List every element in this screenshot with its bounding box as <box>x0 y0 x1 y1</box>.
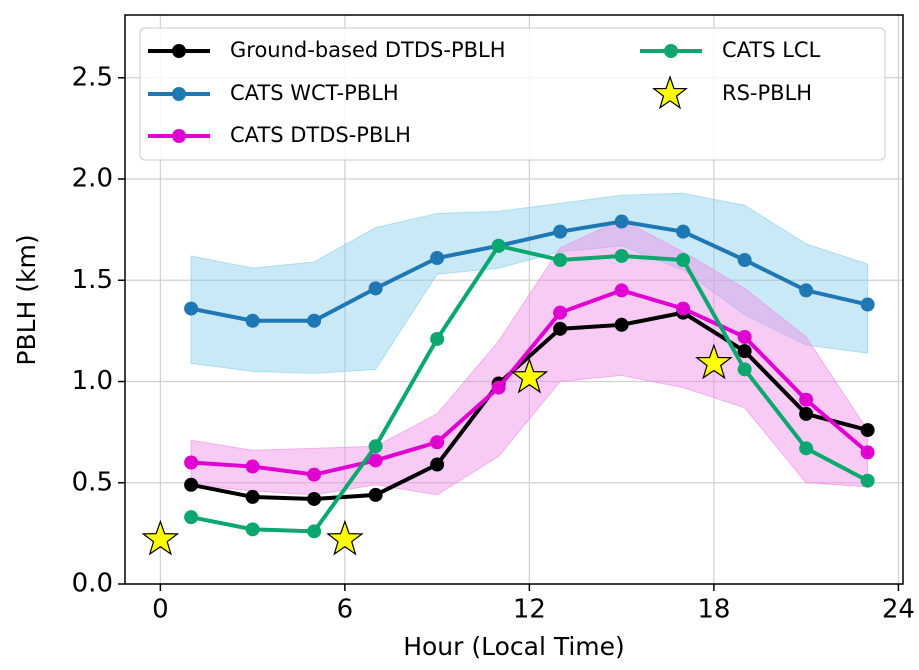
legend-label: RS-PBLH <box>722 81 812 105</box>
legend-box <box>139 27 886 161</box>
y-axis-label: PBLH (km) <box>12 234 41 365</box>
point <box>491 238 506 253</box>
legend: Ground-based DTDS-PBLH CATS WCT-PBLH CATS … <box>139 27 886 161</box>
legend-marker <box>652 75 688 110</box>
x-axis-label: Hour (Local Time) <box>403 632 625 661</box>
point <box>368 439 383 454</box>
x-tick-label: 24 <box>882 595 915 625</box>
point <box>491 380 506 395</box>
star-marker <box>141 519 180 556</box>
point <box>184 455 199 470</box>
point <box>614 214 629 229</box>
point <box>860 473 875 488</box>
point <box>676 224 691 239</box>
point <box>860 423 875 438</box>
point <box>245 313 260 328</box>
point <box>614 317 629 332</box>
point <box>860 445 875 460</box>
legend-marker <box>172 87 186 101</box>
point <box>184 477 199 492</box>
point <box>676 253 691 268</box>
y-tick-label: 0.0 <box>72 569 113 599</box>
point <box>245 489 260 504</box>
legend-label: CATS WCT-PBLH <box>230 81 399 105</box>
legend-label: CATS LCL <box>722 38 821 62</box>
point <box>368 281 383 296</box>
y-tick-label: 2.0 <box>72 164 113 194</box>
point <box>737 253 752 268</box>
point <box>737 362 752 377</box>
legend-marker <box>172 44 186 58</box>
y-tick-label: 1.5 <box>72 265 113 295</box>
point <box>553 321 568 336</box>
legend-label: CATS DTDS-PBLH <box>230 123 411 147</box>
legend-marker <box>172 129 186 143</box>
point <box>430 331 445 346</box>
point <box>553 253 568 268</box>
star-marker <box>510 357 549 394</box>
legend-marker <box>664 44 678 58</box>
x-tick-label: 0 <box>152 595 169 625</box>
legend-label: Ground-based DTDS-PBLH <box>230 38 506 62</box>
point <box>614 283 629 298</box>
point <box>737 329 752 344</box>
point <box>737 344 752 359</box>
series-line <box>190 243 869 534</box>
point <box>307 313 322 328</box>
star-marker <box>695 343 733 380</box>
point <box>307 524 322 539</box>
y-tick-label: 1.0 <box>72 366 113 396</box>
point <box>368 453 383 468</box>
point <box>799 283 814 298</box>
point <box>553 305 568 320</box>
point <box>430 457 445 472</box>
y-tick-label: 0.5 <box>72 467 113 497</box>
point <box>676 301 691 316</box>
point <box>430 435 445 450</box>
x-tick-label: 6 <box>337 595 354 625</box>
x-tick-label: 18 <box>697 595 730 625</box>
point <box>860 297 875 312</box>
point <box>368 487 383 502</box>
point <box>799 406 814 421</box>
x-tick-label: 12 <box>513 595 546 625</box>
point <box>307 491 322 506</box>
point <box>307 467 322 482</box>
point <box>799 392 814 407</box>
plot-frame <box>124 14 904 585</box>
star-marker <box>326 519 364 556</box>
y-tick-label: 2.5 <box>72 62 113 92</box>
point <box>430 250 445 265</box>
series-line <box>190 310 869 501</box>
point <box>553 224 568 239</box>
point <box>184 510 199 525</box>
point <box>799 441 814 456</box>
series-line <box>190 288 869 477</box>
series-line <box>190 219 869 323</box>
point <box>245 522 260 537</box>
point <box>184 301 199 316</box>
point <box>245 459 260 474</box>
point <box>614 248 629 263</box>
